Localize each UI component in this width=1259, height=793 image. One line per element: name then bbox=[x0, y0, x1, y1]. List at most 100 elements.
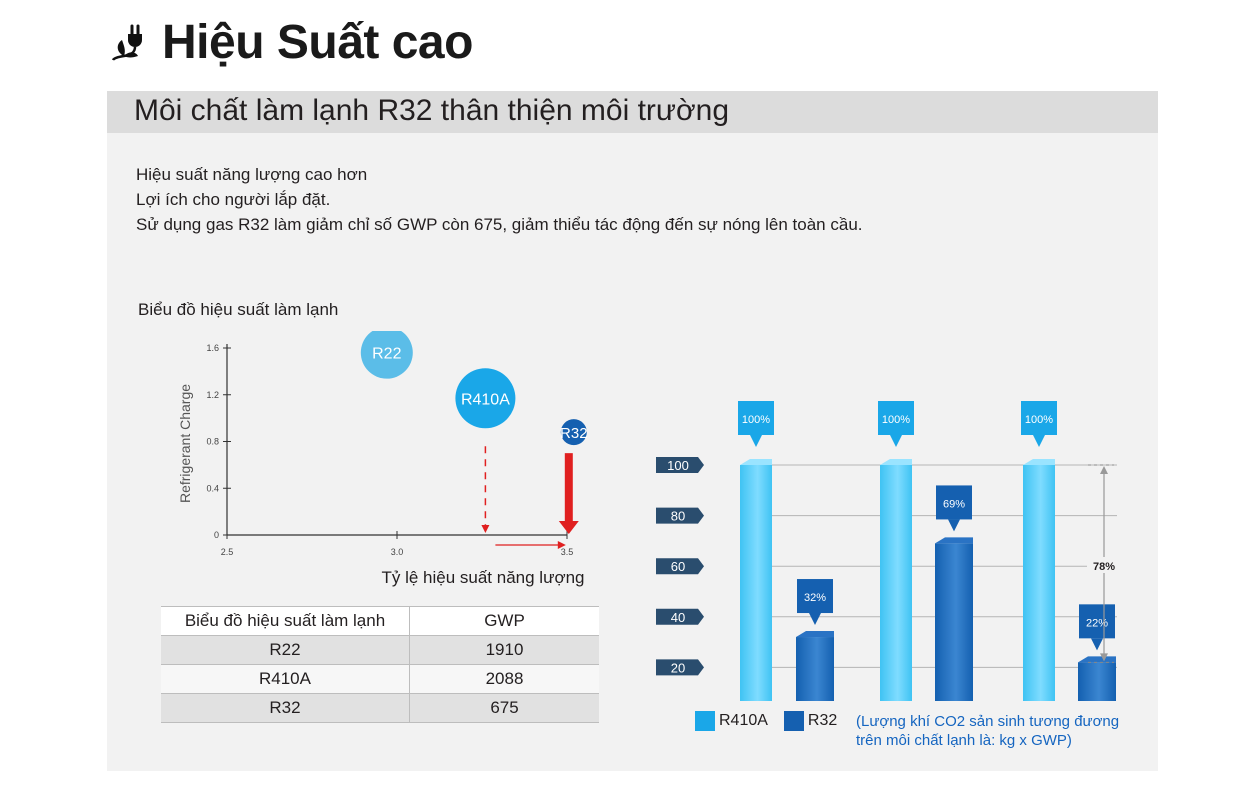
legend-item-r32: R32 bbox=[783, 711, 838, 731]
co2-note: (Lượng khí CO2 sản sinh tương đương trên… bbox=[856, 712, 1119, 750]
y-tick-badge bbox=[656, 608, 704, 625]
bubble-label: R22 bbox=[372, 346, 401, 363]
table-cell: R32 bbox=[161, 693, 410, 723]
y-tick-label: 100 bbox=[667, 458, 689, 473]
value-badge-pointer bbox=[809, 613, 821, 626]
value-label: 100% bbox=[882, 414, 910, 426]
bar-r410a bbox=[880, 465, 912, 701]
bar-top-face bbox=[740, 459, 772, 465]
bubble-label: R410A bbox=[461, 391, 510, 408]
value-badge-pointer bbox=[948, 519, 960, 532]
y-tick-label: 40 bbox=[671, 610, 685, 625]
y-tick-badge bbox=[656, 457, 704, 473]
x-tick-label: 3.0 bbox=[391, 547, 404, 557]
table-cell: R22 bbox=[161, 635, 410, 665]
value-badge-pointer bbox=[890, 435, 902, 447]
scatter-chart: 1.6 1.2 0.8 0.4 02.5 3.0 3.5 Refrigerant Charge… bbox=[177, 331, 587, 587]
bubble-r410a bbox=[455, 368, 516, 429]
y-tick-label: 0.4 bbox=[206, 483, 219, 493]
table-cell: 675 bbox=[490, 698, 519, 717]
value-badge bbox=[1021, 401, 1057, 435]
value-badge-pointer bbox=[1091, 638, 1103, 651]
table-cell: 2088 bbox=[485, 669, 524, 688]
value-badge-pointer bbox=[1033, 435, 1045, 447]
content-panel: Môi chất làm lạnh R32 thân thiện môi trư… bbox=[107, 91, 1158, 771]
bar-top-face bbox=[880, 459, 912, 465]
intro-line: Hiệu suất năng lượng cao hơn bbox=[136, 165, 368, 184]
legend-swatch-r410a bbox=[695, 711, 715, 731]
value-label: 69% bbox=[943, 498, 965, 510]
value-badge-pointer bbox=[750, 435, 762, 447]
y-axis-label: Refrigerant Charge bbox=[177, 384, 193, 503]
value-label: 32% bbox=[804, 592, 826, 604]
y-tick-label: 1.6 bbox=[206, 343, 219, 353]
y-tick-label: 80 bbox=[671, 509, 685, 524]
bar-r410a bbox=[1023, 465, 1055, 701]
value-badge bbox=[797, 579, 833, 614]
table-header-row: Biểu đồ hiệu suất làm lạnh GWP bbox=[161, 606, 599, 636]
bubble-r32 bbox=[560, 419, 587, 446]
bar-top-face bbox=[935, 537, 973, 544]
dimension-label: 78% bbox=[1093, 561, 1115, 573]
bar-r32 bbox=[935, 543, 973, 701]
y-tick-label: 1.2 bbox=[206, 390, 219, 400]
dimension-label-bg bbox=[1087, 557, 1121, 573]
table-header-cell: GWP bbox=[484, 611, 525, 630]
value-label: 22% bbox=[1086, 617, 1108, 629]
legend-label: R410A bbox=[719, 712, 768, 729]
page-title: Hiệu Suất cao bbox=[162, 15, 473, 69]
intro-line: Lợi ích cho người lắp đặt. bbox=[136, 190, 331, 209]
dimension-arrow-down bbox=[1100, 653, 1108, 662]
plug-leaf-icon bbox=[111, 24, 142, 61]
bar-chart: 100806040200100%100%100%32%69%22%78%Giá … bbox=[656, 401, 1121, 701]
bubble-r22 bbox=[360, 331, 413, 379]
solid-arrow-shaft bbox=[564, 453, 573, 523]
y-tick-badge bbox=[656, 558, 704, 575]
y-tick-badge bbox=[656, 659, 704, 676]
x-tick-label: 2.5 bbox=[221, 547, 234, 557]
legend-swatch-r32 bbox=[783, 711, 804, 731]
value-badge bbox=[878, 401, 914, 435]
note-line: (Lượng khí CO2 sản sinh tương đương bbox=[856, 713, 1120, 730]
intro-text: Hiệu suất năng lượng cao hơn Lợi ích cho… bbox=[136, 162, 863, 237]
scatter-chart-title: Biểu đồ hiệu suất làm lạnh bbox=[138, 300, 339, 319]
value-badge bbox=[738, 401, 774, 435]
table-cell: R410A bbox=[161, 664, 410, 694]
legend-item-r410a: R410A bbox=[695, 711, 768, 731]
bubble-label: R32 bbox=[560, 425, 587, 442]
bar-r32 bbox=[1078, 662, 1116, 701]
intro-line: Sử dụng gas R32 làm giảm chỉ số GWP còn … bbox=[136, 215, 863, 234]
section-subtitle: Môi chất làm lạnh R32 thân thiện môi trư… bbox=[134, 94, 730, 127]
y-tick-badge bbox=[656, 507, 704, 524]
subtitle-bar: Môi chất làm lạnh R32 thân thiện môi trư… bbox=[107, 91, 1158, 133]
y-tick-label: 20 bbox=[671, 660, 685, 675]
x-tick-label: 3.5 bbox=[561, 547, 574, 557]
value-label: 100% bbox=[1025, 414, 1053, 426]
bar-top-face bbox=[1023, 459, 1055, 465]
value-label: 100% bbox=[742, 414, 770, 426]
y-tick-label: 0.8 bbox=[206, 437, 219, 447]
bar-chart-legend: R410A R32 bbox=[695, 711, 853, 731]
bar-r410a bbox=[740, 465, 772, 701]
page-title-block: Hiệu Suất cao bbox=[110, 12, 473, 72]
y-tick-label: 0 bbox=[214, 530, 219, 540]
solid-arrow-head bbox=[558, 521, 579, 534]
dimension-arrow-up bbox=[1100, 466, 1108, 474]
value-badge bbox=[1079, 604, 1115, 639]
table-cell: 1910 bbox=[485, 640, 524, 659]
legend-label: R32 bbox=[807, 712, 838, 729]
bar-r32 bbox=[796, 637, 834, 701]
value-badge bbox=[936, 485, 972, 520]
horizontal-arrow-head bbox=[557, 541, 566, 549]
bar-top-face bbox=[796, 631, 834, 638]
table-row: R32 675 bbox=[161, 693, 599, 723]
table-header-cell: Biểu đồ hiệu suất làm lạnh bbox=[161, 606, 410, 636]
table-row: R22 1910 bbox=[161, 635, 599, 665]
dashed-arrow-head bbox=[481, 525, 490, 533]
bar-top-face bbox=[1078, 656, 1116, 663]
gwp-table: Biểu đồ hiệu suất làm lạnh GWP R22 1910 … bbox=[161, 606, 599, 723]
table-row: R410A 2088 bbox=[161, 664, 599, 694]
y-tick-label: 60 bbox=[671, 559, 685, 574]
note-line: trên môi chất lạnh là: kg x GWP) bbox=[856, 732, 1072, 749]
x-axis-label: Tỷ lệ hiệu suất năng lượng bbox=[381, 568, 584, 587]
